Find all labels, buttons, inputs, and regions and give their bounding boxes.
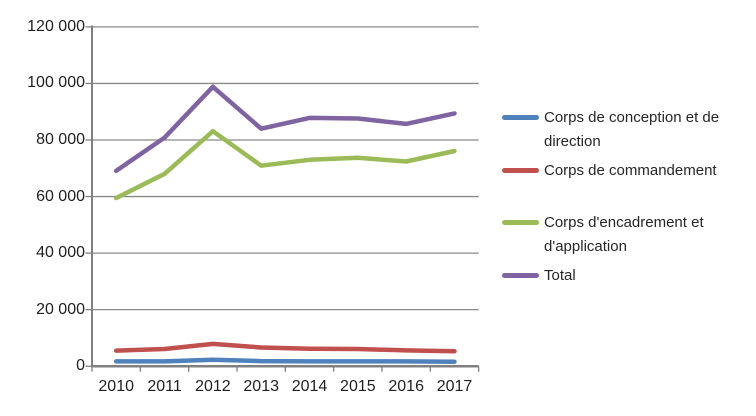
legend-item-3: Total [502, 264, 749, 288]
x-axis-tick-label: 2014 [291, 378, 328, 395]
legend: Corps de conception et de direction Corps… [502, 0, 752, 416]
series-line-0 [113, 357, 457, 364]
legend-swatch [502, 168, 539, 173]
y-axis-tick-label: 100 000 [27, 74, 85, 92]
series-line-2 [113, 128, 457, 201]
y-axis-tick-label: 40 000 [36, 244, 85, 262]
legend-label: Corps de conception et de direction [544, 109, 720, 150]
y-axis-tick-label: 0 [76, 357, 85, 375]
series-line-3 [113, 84, 457, 174]
legend-item-1: Corps de commandement [502, 159, 749, 183]
legend-item-0: Corps de conception et de direction [502, 106, 749, 154]
x-axis-tick-label: 2012 [195, 378, 231, 395]
legend-label: Total [544, 267, 576, 284]
x-axis-tick-label: 2015 [340, 378, 376, 395]
x-axis-tick-label: 2016 [388, 378, 424, 395]
y-axis-tick-label: 120 000 [27, 17, 85, 35]
series-line-1 [113, 341, 457, 354]
legend-item-2: Corps d'encadrement et d'application [502, 211, 749, 259]
legend-swatch [502, 220, 539, 225]
legend-swatch [502, 115, 539, 120]
legend-swatch [502, 273, 539, 278]
y-axis-tick-label: 80 000 [36, 131, 85, 148]
x-axis-tick-label: 2011 [147, 378, 182, 395]
x-axis-tick-label: 2010 [98, 378, 134, 395]
y-axis-tick-label: 20 000 [36, 300, 85, 318]
y-axis-tick-label: 60 000 [36, 187, 85, 205]
legend-label: Corps d'encadrement et d'application [544, 214, 704, 255]
x-axis-tick-label: 2013 [243, 378, 279, 395]
legend-label: Corps de commandement [544, 162, 717, 179]
x-axis-tick-label: 2017 [436, 378, 473, 395]
